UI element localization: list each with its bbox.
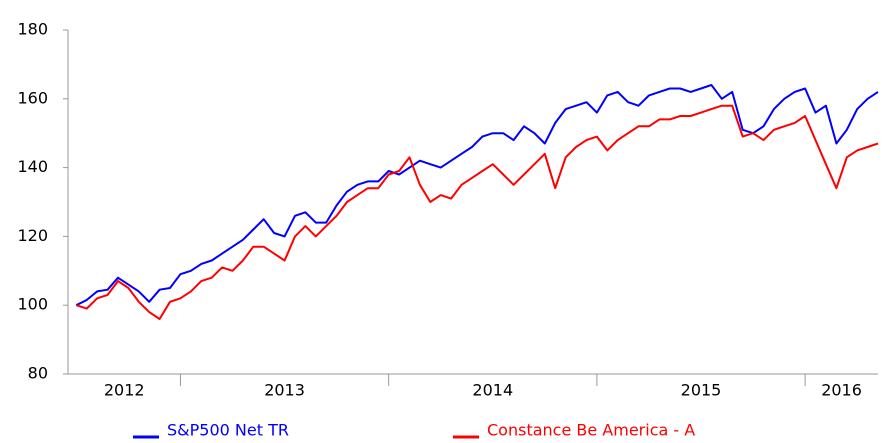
- x-tick-label: 2015: [681, 381, 722, 400]
- x-tick-label: 2013: [264, 381, 305, 400]
- y-tick-label: 160: [17, 88, 48, 107]
- legend-label: Constance Be America - A: [487, 421, 695, 440]
- x-tick-label: 2012: [104, 381, 145, 400]
- y-tick-label: 140: [17, 157, 48, 176]
- y-tick-label: 80: [28, 364, 48, 383]
- y-tick-label: 180: [17, 20, 48, 39]
- legend-label: S&P500 Net TR: [167, 421, 289, 440]
- y-tick-label: 120: [17, 226, 48, 245]
- x-tick-label: 2014: [472, 381, 513, 400]
- y-tick-label: 100: [17, 295, 48, 314]
- x-tick-label: 2016: [821, 381, 862, 400]
- series-line: [75, 104, 879, 320]
- series-line: [75, 84, 879, 307]
